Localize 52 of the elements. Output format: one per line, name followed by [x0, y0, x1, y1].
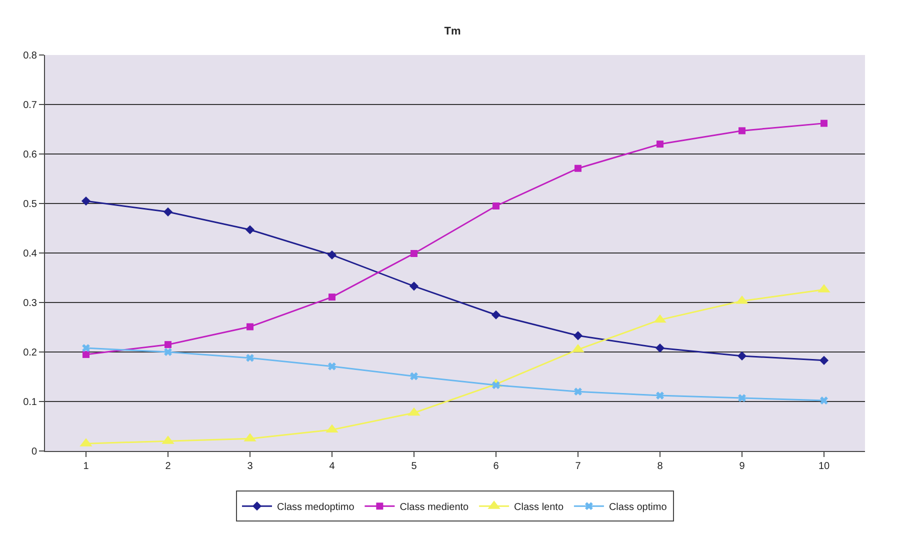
- point: [82, 344, 90, 352]
- point: [738, 394, 746, 402]
- point: [245, 225, 255, 234]
- y-tick-label: 0.7: [23, 100, 38, 111]
- x-tick-label: 4: [329, 461, 336, 472]
- y-tick-label: 0.1: [23, 397, 38, 408]
- point: [328, 294, 336, 301]
- y-tick-label: 0.8: [23, 50, 38, 62]
- legend-label: Class mediento: [400, 502, 470, 513]
- x-tick-label: 6: [493, 461, 500, 472]
- point: [655, 343, 665, 353]
- legend-label: Class medoptimo: [277, 502, 355, 513]
- point: [656, 140, 664, 148]
- y-tick-label: 0.4: [23, 248, 38, 260]
- point: [491, 310, 501, 320]
- point: [492, 202, 500, 210]
- x-tick-label: 8: [657, 461, 664, 472]
- point: [820, 120, 828, 127]
- point: [737, 351, 747, 361]
- chart-title: Tm: [444, 25, 461, 38]
- y-tick-label: 0.2: [23, 348, 38, 358]
- x-tick-label: 9: [739, 461, 746, 472]
- x-tick-label: 10: [818, 461, 830, 472]
- point: [819, 356, 829, 365]
- point: [82, 350, 90, 358]
- point: [246, 354, 254, 362]
- point: [573, 331, 583, 340]
- x-tick-label: 1: [83, 461, 90, 472]
- point: [246, 323, 254, 330]
- point: [164, 341, 172, 348]
- point: [409, 282, 419, 291]
- y-tick-label: 0: [31, 446, 38, 458]
- point: [574, 164, 582, 172]
- point: [492, 381, 500, 390]
- point: [410, 372, 418, 380]
- x-tick-label: 2: [165, 461, 172, 472]
- point: [410, 250, 418, 257]
- point: [81, 196, 91, 206]
- y-tick-label: 0.6: [23, 150, 38, 160]
- legend-label: Class optimo: [608, 502, 668, 513]
- point: [656, 392, 664, 400]
- y-tick-label: 0.3: [23, 298, 38, 309]
- x-tick-label: 5: [411, 461, 418, 472]
- point: [163, 207, 173, 216]
- point: [328, 362, 336, 370]
- y-tick-label: 0.5: [23, 199, 38, 210]
- point: [327, 250, 337, 260]
- x-tick-label: 3: [247, 461, 254, 472]
- point: [574, 388, 582, 396]
- legend-label: Class lento: [514, 502, 564, 513]
- point: [738, 127, 746, 134]
- x-tick-label: 7: [575, 461, 582, 472]
